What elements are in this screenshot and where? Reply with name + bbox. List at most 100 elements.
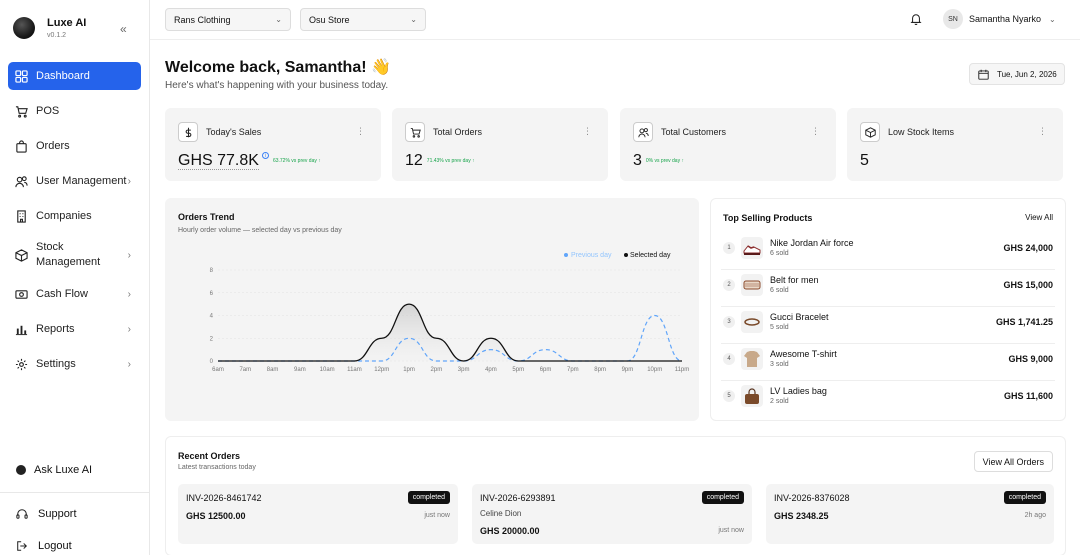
- headset-icon: [16, 509, 28, 519]
- stat-title: Today's Sales: [206, 127, 262, 137]
- product-name: Nike Jordan Air force: [770, 238, 854, 248]
- chevron-right-icon: ›: [127, 249, 131, 261]
- page-subtitle: Here's what's happening with your busine…: [165, 80, 389, 91]
- sidebar-item-stock-management[interactable]: Stock Management ›: [8, 237, 141, 273]
- more-vertical-icon[interactable]: ⋮: [1038, 126, 1047, 136]
- order-invoice: INV-2026-8376028: [774, 493, 850, 503]
- order-card[interactable]: INV-2026-8461742 completed GHS 12500.00 …: [178, 484, 458, 544]
- more-vertical-icon[interactable]: ⋮: [356, 126, 365, 136]
- y-tick-label: 8: [210, 268, 214, 274]
- product-name: Gucci Bracelet: [770, 312, 829, 322]
- sidebar-item-reports[interactable]: Reports ›: [8, 315, 141, 343]
- product-rank: 2: [723, 279, 735, 291]
- sidebar-item-label: Stock Management: [36, 241, 101, 268]
- ai-orb-icon: [16, 465, 26, 475]
- info-icon[interactable]: i: [261, 152, 269, 159]
- user-menu[interactable]: SN Samantha Nyarko ⌄: [943, 9, 1056, 29]
- company-select[interactable]: Rans Clothing ⌄: [165, 8, 291, 31]
- chevron-down-icon: ⌄: [275, 15, 282, 24]
- bell-icon[interactable]: [910, 13, 922, 25]
- sidebar-item-pos[interactable]: POS: [8, 97, 141, 125]
- view-all-link[interactable]: View All: [1025, 213, 1053, 222]
- product-price: GHS 24,000: [1003, 243, 1053, 253]
- gear-icon: [15, 358, 28, 371]
- x-tick-label: 10am: [320, 367, 335, 373]
- x-tick-label: 5pm: [512, 367, 524, 373]
- brand-logo: [13, 17, 35, 39]
- stat-card-total-orders: Total Orders ⋮ 12 71.43% vs prev day ↑: [392, 108, 608, 181]
- support-link[interactable]: Support: [16, 508, 77, 520]
- sidebar-item-orders[interactable]: Orders: [8, 132, 141, 160]
- store-select[interactable]: Osu Store ⌄: [300, 8, 426, 31]
- product-row[interactable]: 1 Nike Jordan Air force 6 sold GHS 24,00…: [721, 233, 1055, 270]
- logout-link[interactable]: Logout: [16, 540, 72, 552]
- store-select-value: Osu Store: [309, 14, 350, 25]
- chart-subtitle: Hourly order volume — selected day vs pr…: [178, 227, 342, 234]
- view-all-orders-button[interactable]: View All Orders: [973, 451, 1053, 472]
- y-tick-label: 2: [210, 336, 214, 342]
- order-time: 2h ago: [1024, 512, 1046, 519]
- x-tick-label: 9pm: [622, 367, 634, 373]
- dollar-icon: [178, 122, 198, 142]
- product-price: GHS 11,600: [1003, 391, 1053, 401]
- product-sold: 2 sold: [770, 398, 789, 405]
- sidebar-item-companies[interactable]: Companies: [8, 202, 141, 230]
- product-rank: 1: [723, 242, 735, 254]
- product-price: GHS 9,000: [1008, 354, 1053, 364]
- order-card[interactable]: INV-2026-6293891 completed Celine Dion G…: [472, 484, 752, 544]
- x-tick-label: 7pm: [567, 367, 579, 373]
- main-content: Rans Clothing ⌄ Osu Store ⌄ SN Samantha …: [150, 0, 1080, 555]
- order-invoice: INV-2026-8461742: [186, 493, 262, 503]
- sidebar-item-label: Orders: [36, 140, 70, 152]
- y-tick-label: 4: [210, 314, 214, 320]
- product-row[interactable]: 2 Belt for men 6 sold GHS 15,000: [721, 270, 1055, 307]
- ask-ai-button[interactable]: Ask Luxe AI: [16, 464, 92, 476]
- sneaker-thumbnail: [741, 237, 763, 259]
- stat-title: Total Customers: [661, 127, 727, 137]
- tshirt-thumbnail: [741, 348, 763, 370]
- chevron-right-icon: ›: [127, 175, 131, 187]
- status-badge: completed: [407, 491, 450, 504]
- product-name: LV Ladies bag: [770, 386, 827, 396]
- sidebar-item-user-management[interactable]: User Management ›: [8, 167, 141, 195]
- sidebar-item-label: Companies: [36, 210, 92, 222]
- bracelet-thumbnail: [741, 311, 763, 333]
- stat-value-text: 12: [405, 152, 423, 169]
- recent-orders-subtitle: Latest transactions today: [178, 464, 256, 471]
- company-select-value: Rans Clothing: [174, 14, 231, 25]
- topbar: Rans Clothing ⌄ Osu Store ⌄ SN Samantha …: [150, 0, 1080, 40]
- product-sold: 5 sold: [770, 324, 789, 331]
- date-picker-button[interactable]: Tue, Jun 2, 2026: [969, 63, 1065, 85]
- sidebar-item-cash-flow[interactable]: Cash Flow ›: [8, 280, 141, 308]
- x-tick-label: 1pm: [403, 367, 415, 373]
- building-icon: [15, 209, 28, 223]
- recent-orders-title: Recent Orders: [178, 451, 241, 461]
- legend-marker-previous: [564, 253, 568, 257]
- order-customer: Celine Dion: [480, 509, 522, 518]
- product-rank: 3: [723, 316, 735, 328]
- recent-orders-card: Recent Orders Latest transactions today …: [165, 436, 1066, 555]
- product-rank: 4: [723, 353, 735, 365]
- logout-icon: [17, 541, 28, 551]
- stat-value-text: 5: [860, 152, 869, 169]
- product-row[interactable]: 5 LV Ladies bag 2 sold GHS 11,600: [721, 381, 1055, 418]
- sidebar-item-settings[interactable]: Settings ›: [8, 350, 141, 378]
- more-vertical-icon[interactable]: ⋮: [583, 126, 592, 136]
- more-vertical-icon[interactable]: ⋮: [811, 126, 820, 136]
- order-card[interactable]: INV-2026-8376028 completed GHS 2348.25 2…: [766, 484, 1054, 544]
- x-tick-label: 6am: [212, 367, 224, 373]
- stat-title: Total Orders: [433, 127, 483, 137]
- product-row[interactable]: 3 Gucci Bracelet 5 sold GHS 1,741.25: [721, 307, 1055, 344]
- page-title: Welcome back, Samantha! 👋: [165, 59, 391, 76]
- product-row[interactable]: 4 Awesome T-shirt 3 sold GHS 9,000: [721, 344, 1055, 381]
- sidebar-item-label: Reports: [36, 323, 75, 335]
- avatar: SN: [943, 9, 963, 29]
- y-tick-label: 6: [210, 291, 214, 297]
- sidebar-item-dashboard[interactable]: Dashboard: [8, 62, 141, 90]
- order-invoice: INV-2026-6293891: [480, 493, 556, 503]
- support-label: Support: [38, 508, 77, 520]
- collapse-sidebar-icon[interactable]: «: [120, 22, 127, 36]
- chevron-right-icon: ›: [127, 323, 131, 335]
- x-tick-label: 7am: [239, 367, 251, 373]
- chevron-right-icon: ›: [127, 288, 131, 300]
